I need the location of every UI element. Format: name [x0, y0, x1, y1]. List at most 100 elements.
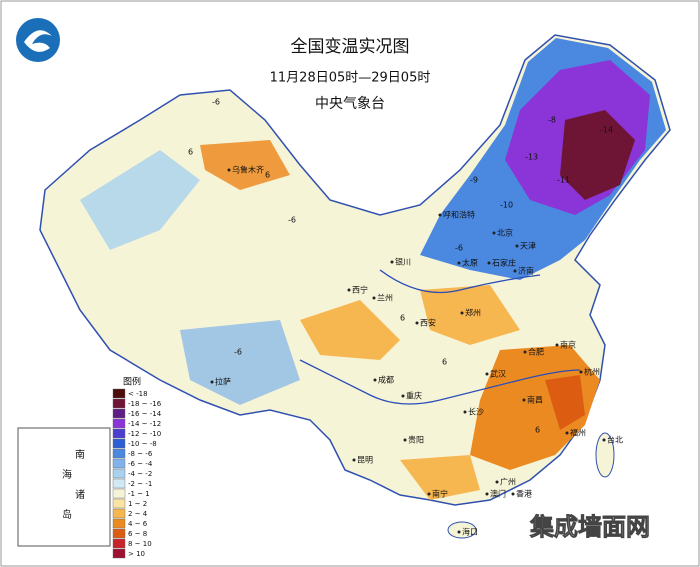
city-label: 武汉: [490, 369, 506, 379]
river: [379, 269, 541, 294]
map-value: -6: [288, 216, 296, 225]
city-dot: [492, 231, 496, 235]
legend-swatch: [112, 538, 126, 549]
city-label: 北京: [497, 228, 513, 238]
legend-label: -10 ~ -8: [128, 440, 157, 448]
map-value: -14: [600, 126, 613, 135]
city-label: 合肥: [528, 347, 544, 357]
header: 全国变温实况图 11月28日05时—29日05时 中央气象台: [270, 37, 431, 112]
city-dot: [513, 269, 517, 273]
warm-region: [200, 140, 290, 190]
city-label: 广州: [500, 477, 516, 487]
city-label: 郑州: [465, 308, 481, 318]
source: 中央气象台: [315, 96, 385, 112]
city-dot: [457, 261, 461, 265]
logo-mark: [24, 30, 52, 52]
legend-label: 4 ~ 6: [128, 520, 148, 528]
city-dot: [511, 492, 515, 496]
city-dot: [372, 296, 376, 300]
watermark: 集成墙面网: [529, 513, 650, 541]
map-value: -8: [548, 116, 556, 125]
inset-label: 诸: [75, 489, 85, 501]
map-value: 6: [188, 148, 193, 157]
city-dot: [495, 480, 499, 484]
legend-label: -4 ~ -2: [128, 470, 152, 478]
city-dot: [565, 431, 569, 435]
city-label: 澳门: [490, 489, 506, 499]
legend-swatch: [112, 528, 126, 539]
city-label: 拉萨: [215, 377, 231, 387]
map-value: 6: [400, 314, 405, 323]
warm-region: [300, 300, 400, 360]
city-label: 重庆: [406, 391, 422, 401]
city-label: 西宁: [352, 285, 368, 295]
legend-swatch: [112, 428, 126, 439]
city-dot: [227, 168, 231, 172]
map-value: -13: [525, 153, 538, 162]
logo-circle: [16, 18, 60, 62]
city-dot: [427, 492, 431, 496]
legend-swatch: [112, 408, 126, 419]
map-value: 6: [535, 426, 540, 435]
city-dot: [373, 378, 377, 382]
city-dot: [523, 350, 527, 354]
city-dot: [555, 343, 559, 347]
legend-label: < -18: [128, 390, 148, 398]
city-label: 南宁: [432, 489, 448, 499]
city-label: 太原: [462, 258, 478, 268]
city-label: 西安: [420, 318, 436, 328]
city-dot: [515, 244, 519, 248]
coldest-region: [560, 110, 635, 200]
map-value: 6: [265, 171, 270, 180]
legend-label: 8 ~ 10: [128, 540, 152, 548]
warm-region: [470, 345, 600, 470]
inset-label: 岛: [62, 508, 72, 521]
taiwan: [595, 432, 615, 478]
city-dot: [485, 372, 489, 376]
city-label: 石家庄: [492, 258, 516, 268]
warm-region: [400, 455, 480, 500]
city-label: 天津: [520, 241, 536, 251]
city-dot: [347, 288, 351, 292]
legend-swatch: [112, 448, 126, 459]
inset-label: 南: [75, 448, 85, 461]
city-label: 福州: [570, 429, 586, 438]
cool-region: [80, 150, 200, 250]
city-dot: [390, 260, 394, 264]
city-label: 香港: [516, 489, 532, 499]
map-value: -6: [234, 348, 242, 357]
legend-title: 图例: [123, 376, 141, 388]
city-label: 长沙: [468, 407, 484, 417]
map-value: -6: [455, 244, 463, 253]
city-dot: [415, 321, 419, 325]
city-label: 银川: [395, 257, 411, 267]
cool-region: [180, 320, 300, 405]
legend-label: 6 ~ 8: [128, 530, 147, 538]
city-label: 海口: [462, 527, 478, 537]
city-dot: [602, 438, 606, 442]
legend-swatch: [112, 478, 126, 489]
legend-label: -8 ~ -6: [128, 450, 153, 458]
logo: [16, 18, 60, 62]
legend-swatch: [112, 508, 126, 519]
legend: < -18 -18 ~ -16 -16 ~ -14 -14 ~ -12 -12 ~ -1…: [112, 388, 162, 559]
subtitle: 11月28日05时—29日05时: [270, 71, 431, 86]
city-dot: [401, 394, 405, 398]
legend-label: -6 ~ -4: [128, 460, 153, 468]
legend-label: -2 ~ -1: [128, 480, 152, 488]
legend-swatch: [112, 438, 126, 449]
legend-label: -1 ~ 1: [128, 490, 150, 498]
watermark-bg: [490, 505, 690, 555]
legend-swatch: [112, 388, 126, 399]
legend-label: > 10: [128, 550, 145, 558]
city-dot: [403, 438, 407, 442]
legend-label: -16 ~ -14: [128, 410, 162, 418]
legend-swatch: [112, 548, 126, 559]
legend-swatch: [112, 418, 126, 429]
city-dot: [487, 261, 491, 265]
city-label: 南京: [560, 340, 576, 350]
legend-swatch: [112, 398, 126, 409]
city-label: 乌鲁木齐: [232, 165, 264, 175]
